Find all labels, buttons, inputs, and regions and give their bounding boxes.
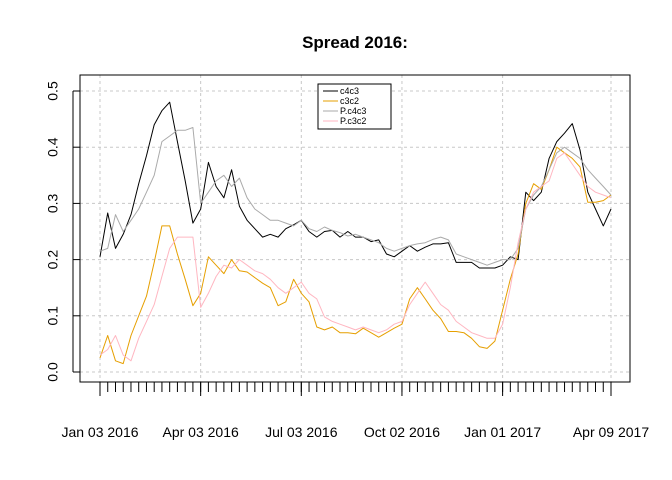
y-tick-label: 0.2 (45, 250, 61, 270)
chart-title: Spread 2016: (302, 33, 408, 52)
grid (80, 75, 630, 382)
legend-label: P.c4c3 (340, 106, 366, 116)
x-tick-label: Oct 02 2016 (364, 424, 440, 440)
x-tick-label: Jul 03 2016 (265, 424, 338, 440)
legend-label: c4c3 (340, 86, 359, 96)
legend-label: P.c3c2 (340, 116, 366, 126)
legend-label: c3c2 (340, 96, 359, 106)
series-group (99, 101, 612, 365)
x-tick-label: Apr 03 2016 (163, 424, 239, 440)
y-tick-label: 0.3 (45, 193, 61, 213)
x-axis: Jan 03 2016 Apr 03 2016 Jul 03 2016 Oct 02 … (61, 381, 649, 440)
y-tick-label: 0.5 (45, 81, 61, 101)
series-line-c3c2 (99, 146, 612, 365)
series-line-c4c3 (99, 101, 612, 269)
y-tick-label: 0.1 (45, 306, 61, 326)
x-tick-label: Jan 01 2017 (464, 424, 541, 440)
y-tick-label: 0.0 (45, 362, 61, 382)
series-line-p-c3c2 (99, 152, 612, 362)
x-tick-label: Apr 09 2017 (573, 424, 649, 440)
y-axis: 0.0 0.1 0.2 0.3 0.4 0.5 (45, 81, 80, 382)
x-tick-label: Jan 03 2016 (61, 424, 138, 440)
y-tick-label: 0.4 (45, 137, 61, 157)
